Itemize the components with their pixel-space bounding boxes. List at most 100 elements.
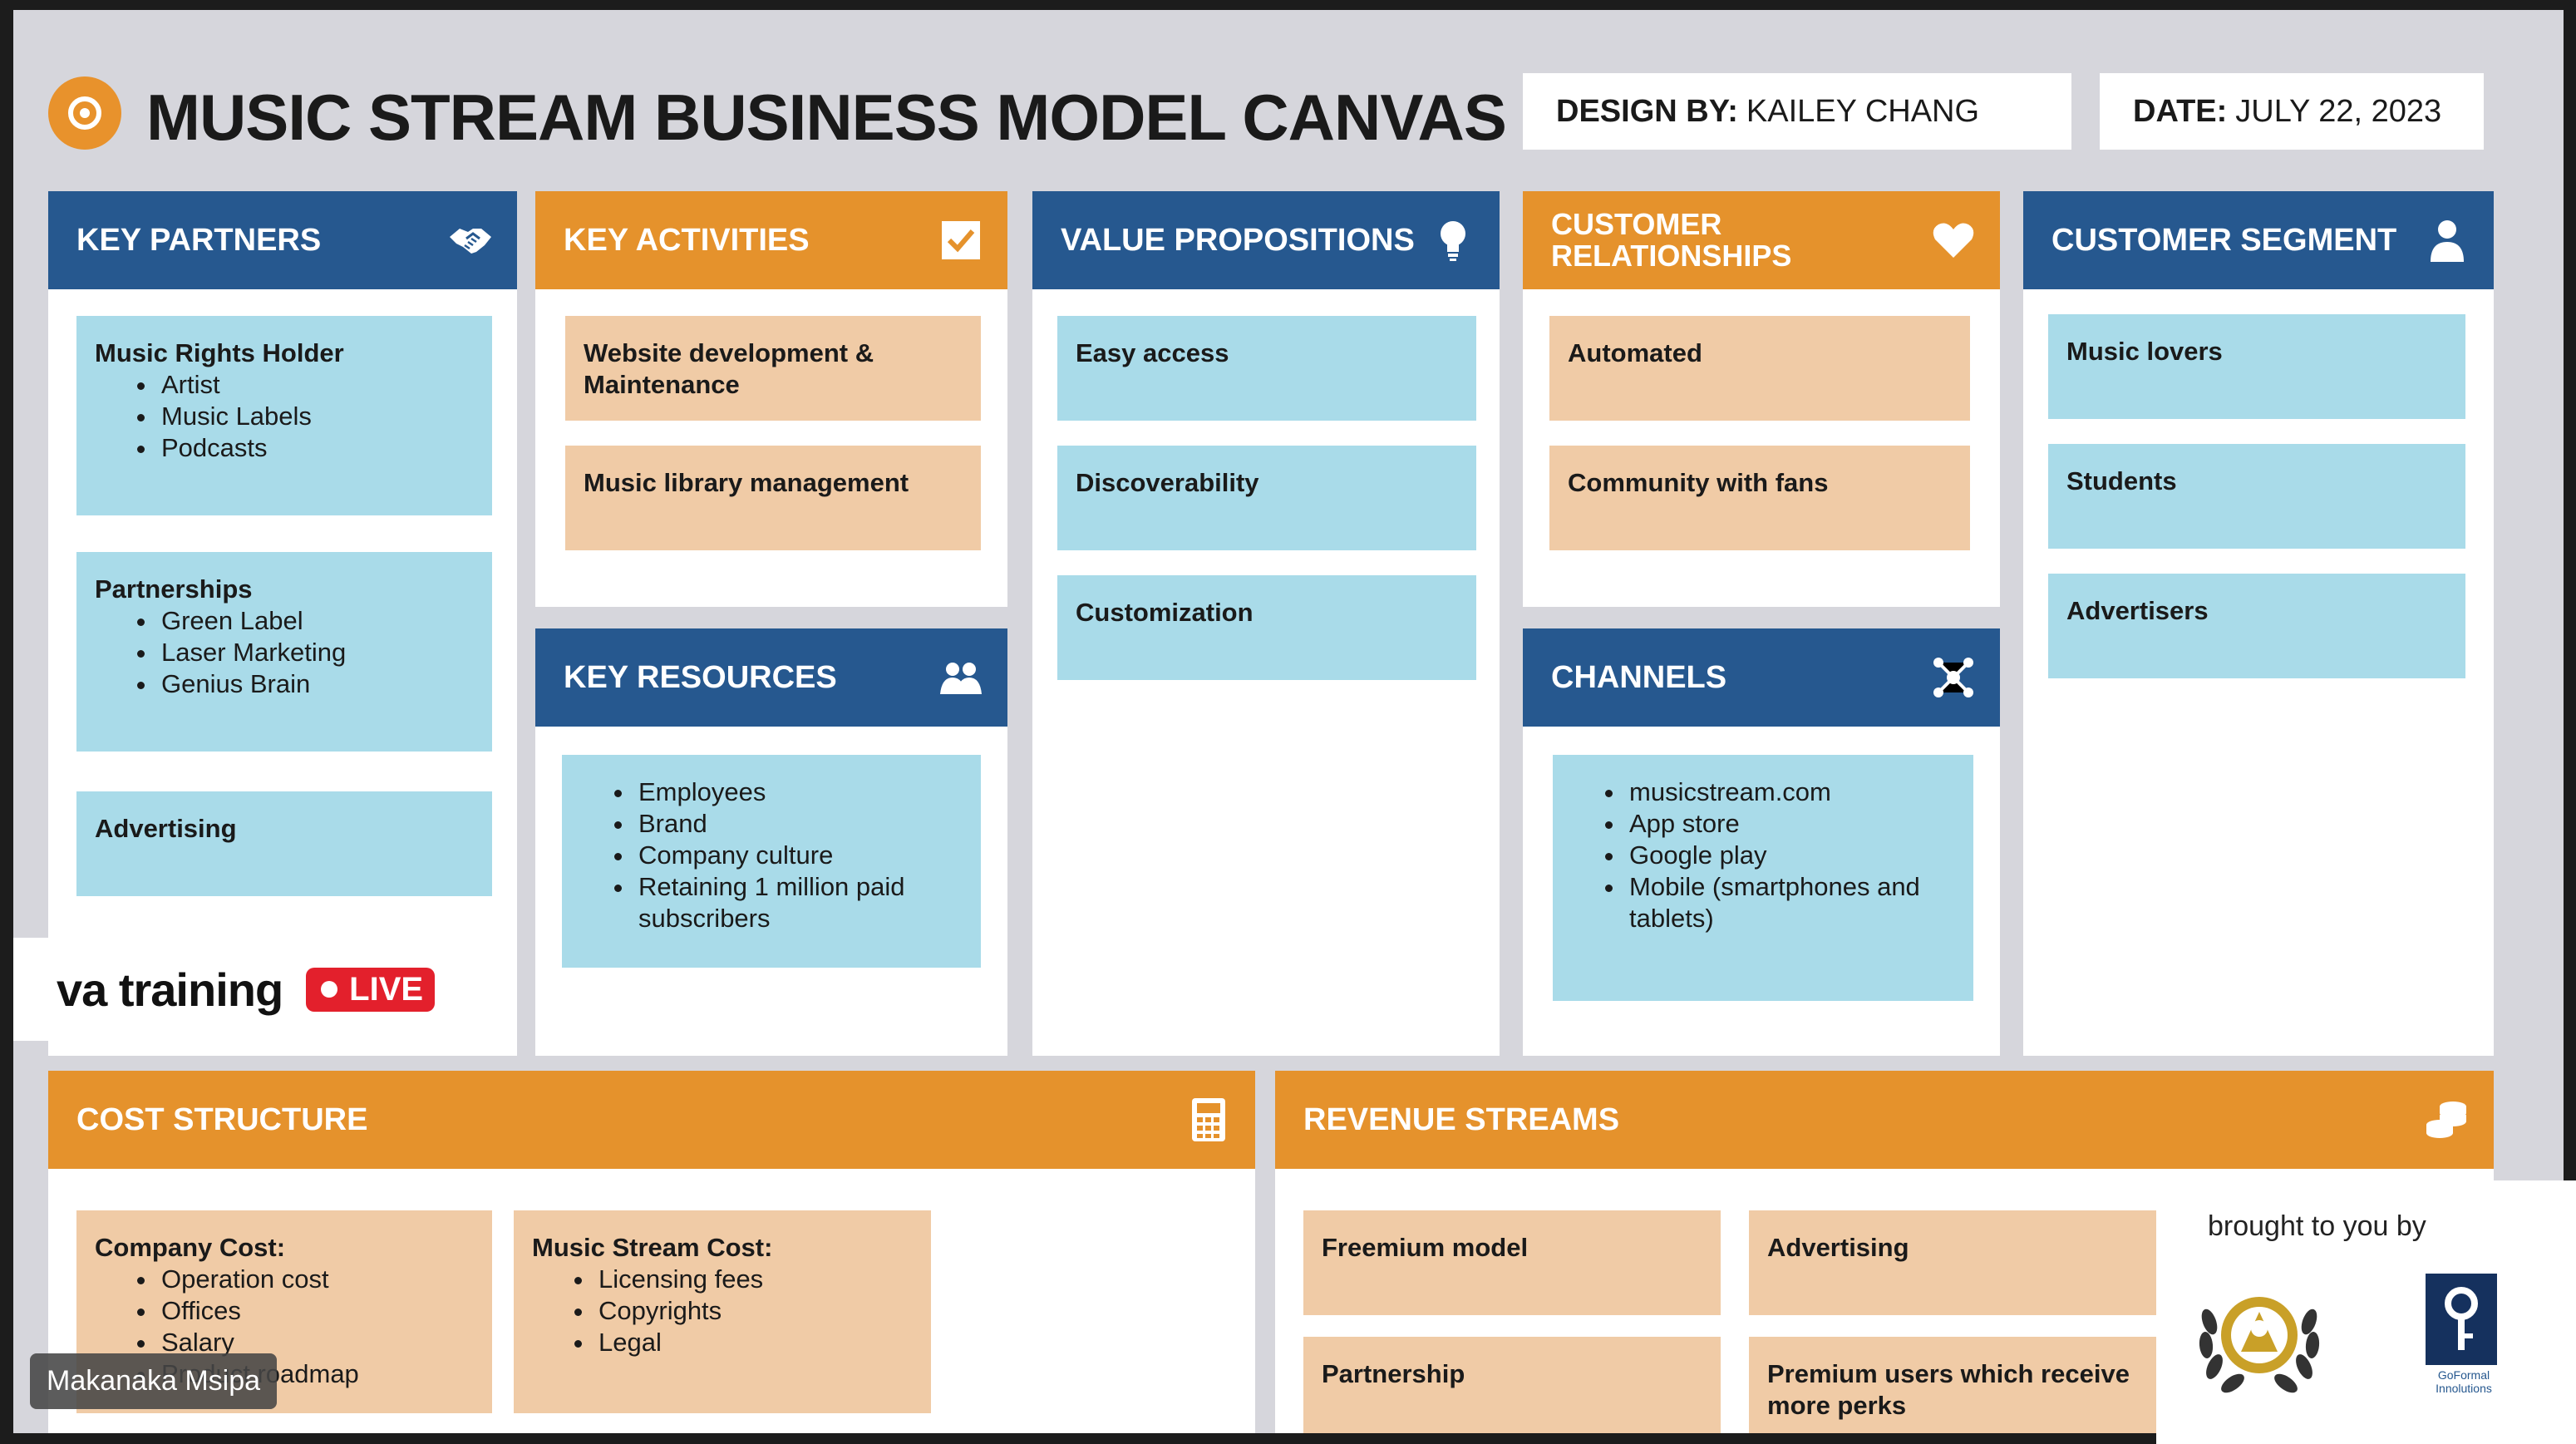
list-item: Salary bbox=[158, 1327, 474, 1358]
coins-icon bbox=[2424, 1097, 2470, 1143]
card-title: Easy access bbox=[1076, 338, 1229, 367]
cost-card-music-stream: Music Stream Cost: Licensing fees Copyri… bbox=[514, 1210, 931, 1413]
partner-card-advertising: Advertising bbox=[76, 791, 492, 896]
live-label: LIVE bbox=[349, 970, 424, 1008]
date-value: JULY 22, 2023 bbox=[2235, 93, 2442, 129]
card-title: Music Stream Cost: bbox=[532, 1233, 773, 1262]
design-by-label: DESIGN BY: bbox=[1556, 93, 1738, 129]
channels-card: musicstream.com App store Google play Mo… bbox=[1553, 755, 1973, 1001]
revenue-streams-title: REVENUE STREAMS bbox=[1303, 1101, 1620, 1137]
checkbox-icon bbox=[938, 217, 984, 264]
music-disc-logo-icon bbox=[48, 76, 121, 150]
list-item: musicstream.com bbox=[1626, 776, 1955, 808]
handshake-icon bbox=[447, 217, 494, 264]
goformal-logo-text: GoFormal Innolutions bbox=[2436, 1368, 2492, 1395]
card-title: Partnership bbox=[1322, 1359, 1465, 1388]
live-badge: LIVE bbox=[306, 967, 436, 1012]
watermark-bar: va training LIVE bbox=[13, 938, 479, 1041]
segment-card-music-lovers: Music lovers bbox=[2048, 314, 2465, 419]
value-card-discoverability: Discoverability bbox=[1057, 446, 1476, 550]
relationship-card-community: Community with fans bbox=[1549, 446, 1970, 550]
activity-card-website: Website development & Maintenance bbox=[565, 316, 981, 421]
list-item: Licensing fees bbox=[595, 1264, 913, 1295]
watermark-text: va training bbox=[57, 963, 283, 1016]
brought-by-text: brought to you by bbox=[2208, 1210, 2426, 1242]
laurel-emblem-icon bbox=[2193, 1272, 2326, 1397]
list-item: Offices bbox=[158, 1295, 474, 1327]
list-item: Copyrights bbox=[595, 1295, 913, 1327]
list-item: Google play bbox=[1626, 840, 1955, 871]
revenue-streams-header: REVENUE STREAMS bbox=[1275, 1071, 2494, 1169]
resources-card: Employees Brand Company culture Retainin… bbox=[562, 755, 981, 968]
date-label: DATE: bbox=[2133, 93, 2228, 129]
revenue-card-advertising: Advertising bbox=[1749, 1210, 2158, 1315]
card-title: Music lovers bbox=[2066, 337, 2223, 366]
participant-name-tag: Makanaka Msipa bbox=[30, 1353, 278, 1409]
card-title: Advertising bbox=[1767, 1233, 1909, 1262]
heart-icon bbox=[1930, 217, 1977, 264]
canvas-slide: MUSIC STREAM BUSINESS MODEL CANVAS DESIG… bbox=[13, 10, 2564, 1433]
segment-card-advertisers: Advertisers bbox=[2048, 574, 2465, 678]
list-item: Green Label bbox=[158, 605, 474, 637]
list-item: Genius Brain bbox=[158, 668, 474, 700]
date-box: DATE: JULY 22, 2023 bbox=[2100, 73, 2484, 150]
list-item: App store bbox=[1626, 808, 1955, 840]
segment-card-students: Students bbox=[2048, 444, 2465, 549]
partner-card-rights-holder: Music Rights Holder Artist Music Labels … bbox=[76, 316, 492, 515]
customer-segment-header: CUSTOMER SEGMENT bbox=[2023, 191, 2494, 289]
key-activities-title: KEY ACTIVITIES bbox=[564, 222, 810, 258]
card-title: Freemium model bbox=[1322, 1233, 1529, 1262]
card-title: Music library management bbox=[584, 468, 909, 497]
lightbulb-icon bbox=[1430, 217, 1476, 264]
list-item: Operation cost bbox=[158, 1264, 474, 1295]
list-item: Music Labels bbox=[158, 401, 474, 432]
network-icon bbox=[1930, 654, 1977, 701]
activity-card-library: Music library management bbox=[565, 446, 981, 550]
value-propositions-title: VALUE PROPOSITIONS bbox=[1061, 222, 1415, 258]
customer-segment-title: CUSTOMER SEGMENT bbox=[2051, 222, 2397, 258]
key-activities-header: KEY ACTIVITIES bbox=[535, 191, 1007, 289]
customer-relationships-header: CUSTOMER RELATIONSHIPS bbox=[1523, 191, 2000, 289]
list-item: Company culture bbox=[635, 840, 963, 871]
channels-title: CHANNELS bbox=[1551, 659, 1727, 695]
list-item: Artist bbox=[158, 369, 474, 401]
card-title: Premium users which receive more perks bbox=[1767, 1359, 2130, 1420]
card-title: Community with fans bbox=[1568, 468, 1829, 497]
cost-structure-title: COST STRUCTURE bbox=[76, 1101, 368, 1137]
list-item: Employees bbox=[635, 776, 963, 808]
relationship-card-automated: Automated bbox=[1549, 316, 1970, 421]
key-partners-header: KEY PARTNERS bbox=[48, 191, 517, 289]
card-title: Company Cost: bbox=[95, 1233, 286, 1262]
card-title: Advertisers bbox=[2066, 596, 2209, 625]
revenue-card-premium: Premium users which receive more perks bbox=[1749, 1337, 2158, 1433]
people-icon bbox=[938, 654, 984, 701]
design-by-box: DESIGN BY: KAILEY CHANG bbox=[1523, 73, 2071, 150]
cost-structure-header: COST STRUCTURE bbox=[48, 1071, 1255, 1169]
list-item: Brand bbox=[635, 808, 963, 840]
value-card-customization: Customization bbox=[1057, 575, 1476, 680]
card-title: Customization bbox=[1076, 598, 1254, 627]
live-dot-icon bbox=[321, 981, 338, 998]
list-item: Laser Marketing bbox=[158, 637, 474, 668]
card-title: Music Rights Holder bbox=[95, 338, 344, 367]
revenue-card-freemium: Freemium model bbox=[1303, 1210, 1721, 1315]
card-title: Advertising bbox=[95, 814, 237, 843]
customer-relationships-title: CUSTOMER RELATIONSHIPS bbox=[1551, 207, 1792, 273]
list-item: Retaining 1 million paid subscribers bbox=[635, 871, 963, 934]
value-propositions-header: VALUE PROPOSITIONS bbox=[1032, 191, 1500, 289]
person-icon bbox=[2424, 217, 2470, 264]
calculator-icon bbox=[1185, 1097, 1232, 1143]
card-title: Students bbox=[2066, 466, 2177, 495]
page-title: MUSIC STREAM BUSINESS MODEL CANVAS bbox=[146, 81, 1507, 154]
card-title: Website development & Maintenance bbox=[584, 338, 874, 399]
card-title: Discoverability bbox=[1076, 468, 1259, 497]
value-card-easy-access: Easy access bbox=[1057, 316, 1476, 421]
sponsor-overlay: brought to you by GoFormal Innolutions bbox=[2156, 1180, 2576, 1444]
goformal-logo-icon: GoFormal Innolutions bbox=[2414, 1274, 2505, 1398]
key-resources-title: KEY RESOURCES bbox=[564, 659, 837, 695]
key-partners-title: KEY PARTNERS bbox=[76, 222, 322, 258]
list-item: Mobile (smartphones and tablets) bbox=[1626, 871, 1955, 934]
revenue-card-partnership: Partnership bbox=[1303, 1337, 1721, 1433]
list-item: Legal bbox=[595, 1327, 913, 1358]
card-title: Automated bbox=[1568, 338, 1702, 367]
